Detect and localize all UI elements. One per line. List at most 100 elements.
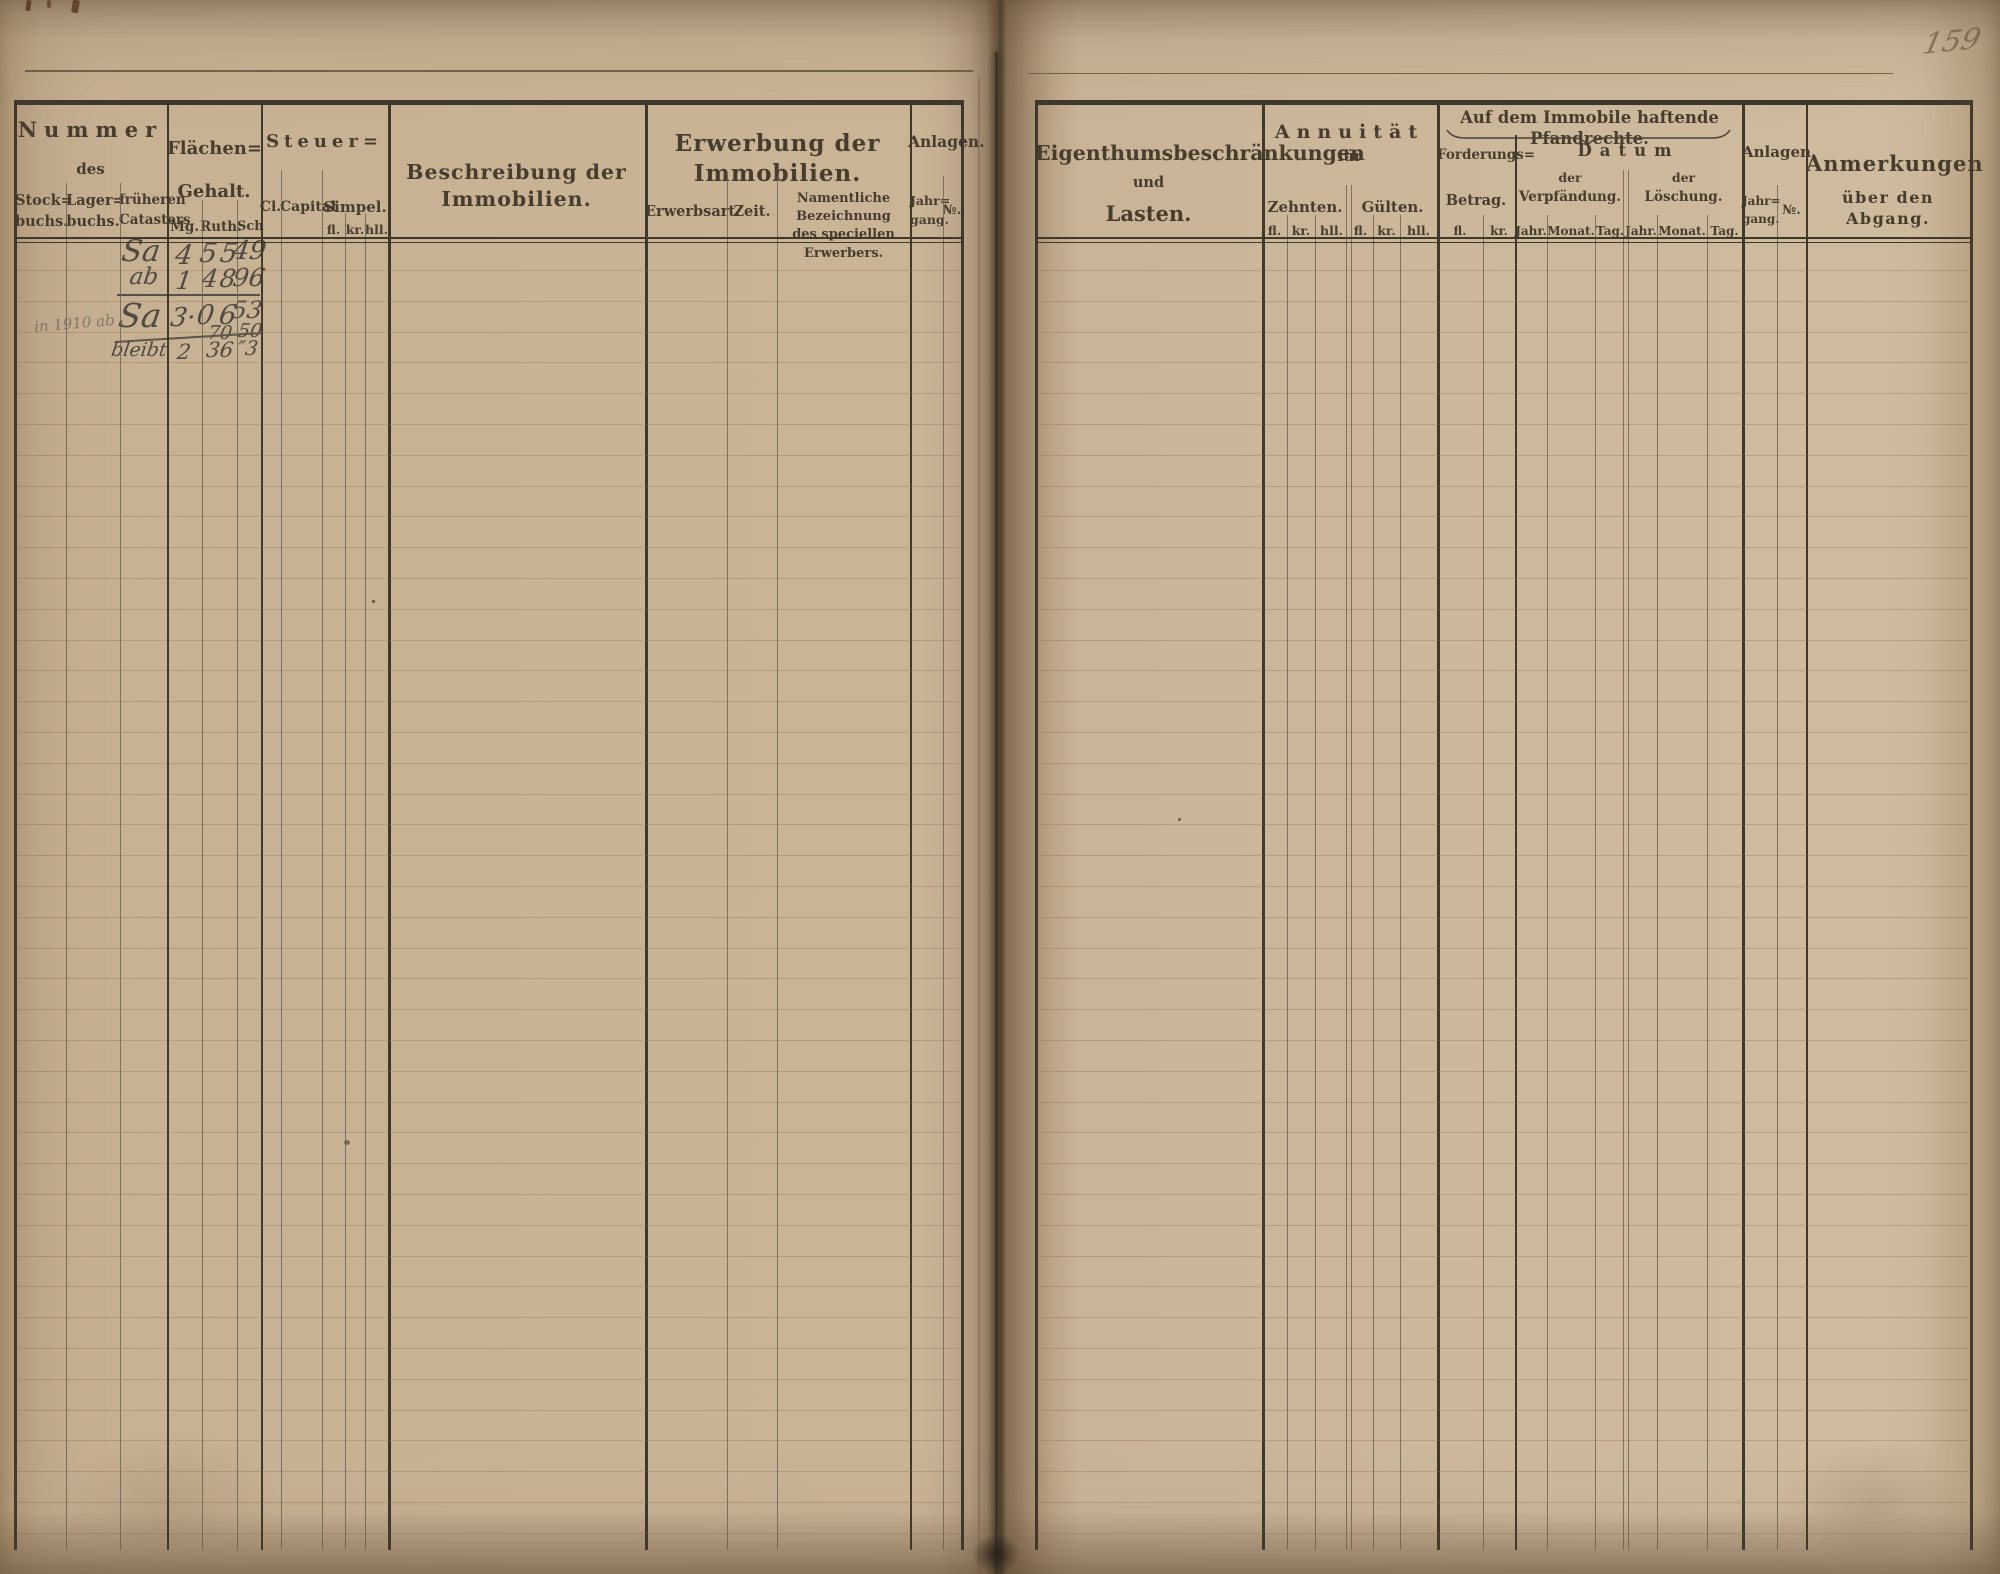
column-header-no-right: №. [1782,203,1801,218]
unit-guelten-hll: hll. [1407,223,1430,238]
entry-row5-label: bleibt [109,339,169,361]
row-rule [1037,1378,1968,1380]
row-rule [16,393,959,395]
table-rule-vertical [261,100,263,1550]
table-rule-horizontal [14,241,961,243]
table-rule-vertical [167,100,169,1550]
row-rule [1037,701,1968,703]
column-header-namentliche: Namentliche Bezeichnung des speciellen E… [792,191,895,261]
table-rule-vertical [910,100,912,1550]
row-rule [16,793,959,795]
column-header-sch: Sch [237,219,264,234]
table-rule-vertical [1777,185,1779,1550]
column-header-verpfaendung: Verpfändung. [1519,189,1621,205]
column-header-capital: Capital [280,199,337,215]
column-header-no-left: №. [942,203,962,218]
table-rule-horizontal [14,237,961,239]
table-rule-vertical [1287,215,1288,1550]
row-rule [16,1348,959,1349]
column-header-nummer-des: des [76,160,105,178]
row-rule [1037,824,1968,826]
row-rule [1037,732,1968,733]
row-rule [1037,1440,1968,1442]
table-rule-vertical [645,100,648,1550]
column-header-cl: Cl. [259,199,282,215]
binding-shadow [972,1534,1020,1574]
column-header-guelten: Gülten. [1361,198,1424,216]
table-rule-vertical [1707,215,1708,1550]
row-rule [16,424,959,425]
row-rule [1037,793,1968,795]
row-rule [16,670,959,672]
column-header-zehnten: Zehnten. [1267,198,1343,216]
unit-loesch-jahr: Jahr. [1625,224,1657,238]
table-rule-vertical [345,213,346,1550]
unit-loesch-tag: Tag. [1710,224,1739,238]
row-rule [16,1378,959,1380]
row-rule [1037,516,1968,518]
row-rule [1037,1409,1968,1411]
column-header-catasters: früheren Catasters [119,192,191,229]
table-rule-vertical [727,176,729,1550]
edge-mark [70,0,81,14]
row-rule [1037,331,1968,333]
column-header-mg: Mg. [169,219,200,235]
column-header-eigenthums-und: und [1132,174,1165,191]
column-header-lasten: Lasten. [1105,201,1192,226]
table-rule-vertical [14,100,17,1550]
table-rule-vertical [66,183,68,1550]
table-rule-vertical [1262,100,1265,1550]
ink-speck [372,600,375,603]
row-rule [16,1224,959,1226]
column-header-erwerbung: Erwerbung der Immobilien. [674,130,881,187]
row-rule [16,1286,959,1288]
row-rule [16,331,959,333]
row-rule [16,1255,959,1257]
row-rule [1037,1532,1968,1534]
row-rule [16,886,959,887]
row-rule [16,1502,959,1503]
row-rule [1037,1255,1968,1257]
unit-zehnten-fl: fl. [1267,223,1282,238]
row-rule [1037,1471,1968,1473]
unit-betrag-kr: kr. [1490,224,1508,238]
column-header-ruth: Ruth. [200,219,242,235]
row-rule [16,1471,959,1473]
column-header-zeit: Zeit. [733,203,771,220]
row-rule [16,762,959,764]
row-rule [1037,855,1968,857]
row-rule [1037,270,1968,271]
column-header-erwerbsart: Erwerbsart. [645,203,741,220]
row-rule [1037,670,1968,672]
row-rule [1037,1040,1968,1041]
table-rule-vertical [1373,215,1374,1550]
table-rule-vertical [1628,170,1630,1550]
row-rule [16,855,959,857]
unit-zehnten-kr: kr. [1291,223,1311,238]
row-rule [1037,454,1968,456]
row-rule [16,362,959,364]
row-rule [16,701,959,703]
row-rule [1037,1348,1968,1349]
unit-loesch-monat: Monat. [1658,224,1706,238]
row-rule [16,1532,959,1534]
column-header-stockbuchs: Stock= buchs. [15,192,73,231]
table-rule-vertical [281,170,283,1550]
unit-verpf-monat: Monat. [1547,224,1595,238]
table-rule-vertical [1595,215,1596,1550]
row-rule [1037,300,1968,302]
folio-number: 159 [1919,21,1985,61]
table-rule-vertical [1806,100,1808,1550]
table-rule-vertical [961,100,964,1550]
table-rule-vertical [1400,215,1401,1550]
table-rule-vertical [1437,100,1440,1550]
row-rule [1037,608,1968,610]
row-rule [1037,485,1968,487]
table-rule-vertical [1623,170,1625,1550]
row-rule [1037,762,1968,764]
sum-rule [117,294,260,296]
row-rule [16,1317,959,1319]
row-rule [16,547,959,549]
unit-verpf-tag: Tag. [1595,224,1625,238]
